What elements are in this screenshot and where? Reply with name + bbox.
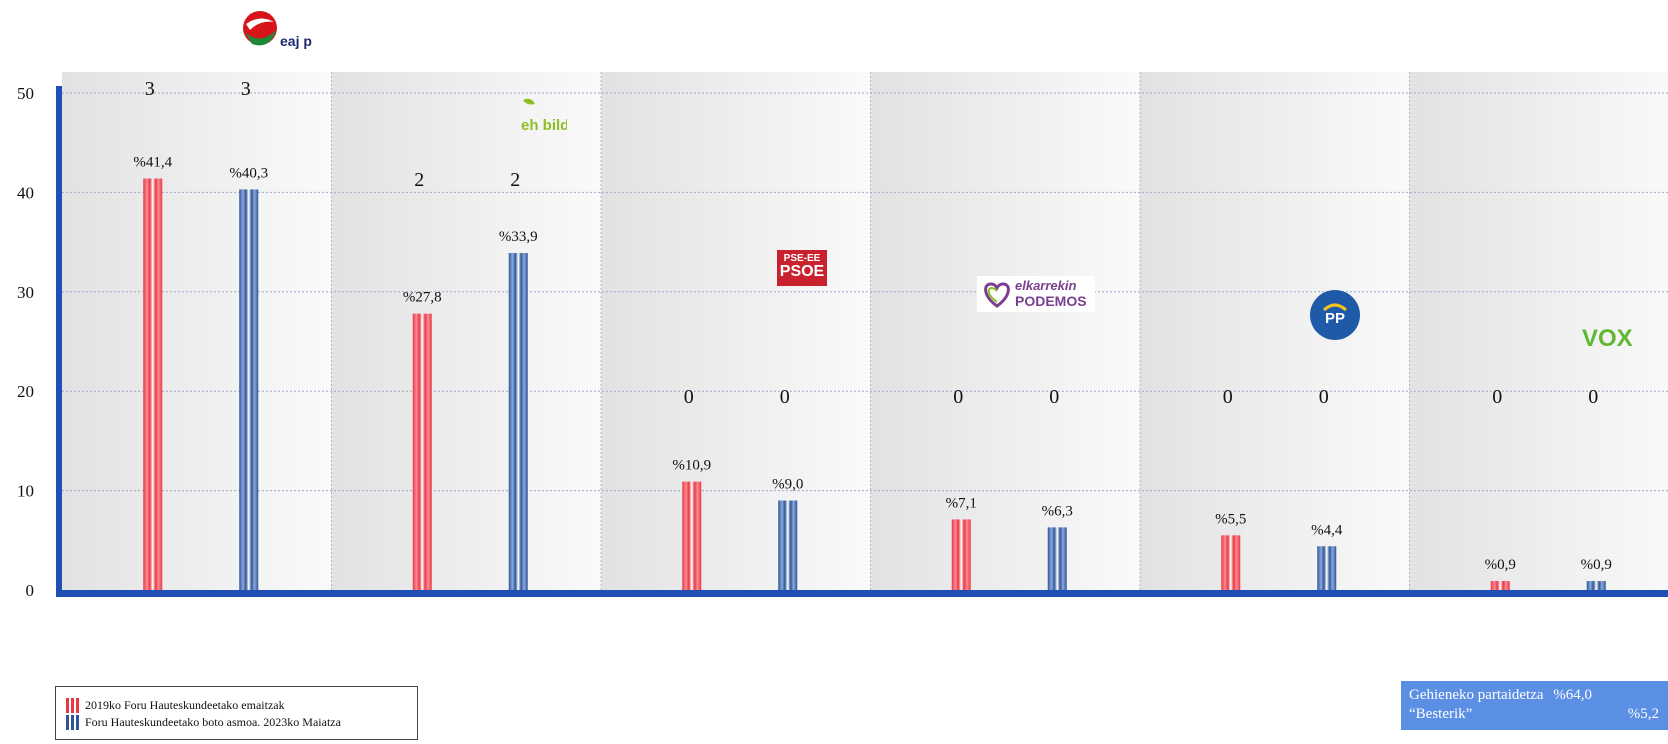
others-value: %5,2 [1627,706,1659,722]
x-axis-line [56,590,1668,597]
bar-label-2019: %27,8 [403,290,442,306]
bar-label-2019: %5,5 [1215,511,1246,527]
bar-label-2019: %0,9 [1485,557,1516,573]
legend-label-2023: Foru Hauteskundeetako boto asmoa. 2023ko… [85,714,341,729]
chart-legend: 2019ko Foru Hauteskundeetako emaitzak Fo… [55,686,418,740]
bar-label-2019: %7,1 [946,495,977,511]
bar-2019 [143,178,163,590]
eh-bildu-logo: eh bildu [521,98,567,134]
y-tick-label: 0 [26,581,35,600]
legend-item-2019: 2019ko Foru Hauteskundeetako emaitzak [66,697,285,713]
heart-icon [984,282,1010,308]
participation-label: Gehieneko partaidetza [1409,687,1544,703]
column-background [601,72,871,590]
elkarrekin-podemos-logo: elkarrekin PODEMOS [977,276,1095,312]
bar-2023 [1586,581,1606,590]
participation-value: %64,0 [1553,687,1593,703]
column-background [1409,72,1668,590]
vox-logo-text: VOX [1582,325,1633,352]
bar-2023 [778,500,798,590]
seat-count-2023: 3 [241,78,251,100]
column-background [1140,72,1410,590]
bar-label-2023: %9,0 [772,477,803,493]
legend-item-2023: Foru Hauteskundeetako boto asmoa. 2023ko… [66,714,341,730]
seat-count-2019: 3 [145,78,155,100]
seat-count-2019: 0 [953,386,963,408]
bar-2023 [1317,546,1337,590]
eaj-pnv-logo: eaj pnv [243,11,312,49]
vox-logo: VOX [1582,325,1633,352]
column-background [62,72,332,590]
seat-count-2023: 0 [780,386,790,408]
column-background [870,72,1140,590]
bar-label-2023: %4,4 [1311,522,1343,538]
bar-2019 [412,313,432,590]
bar-2023 [508,253,528,590]
bar-label-2023: %6,3 [1042,503,1073,519]
y-tick-label: 40 [17,183,34,202]
seat-count-2023: 0 [1319,386,1329,408]
bar-2023 [1047,527,1067,590]
psoe-logo-line2: PSOE [779,263,825,280]
legend-swatch-blue [66,714,79,730]
y-tick-label: 50 [17,84,34,103]
bar-2019 [1221,535,1241,590]
participation-row: Gehieneko partaidetza %64,0 [1409,687,1592,704]
bar-label-2023: %40,3 [229,165,268,181]
pp-logo: PP [1310,290,1360,340]
seat-count-2019: 0 [1492,386,1502,408]
podemos-logo-line2: PODEMOS [1015,293,1087,309]
pp-logo-text: PP [1325,310,1345,327]
seat-count-2023: 0 [1049,386,1059,408]
bar-label-2019: %10,9 [672,458,711,474]
bar-2019 [682,481,702,590]
bildu-logo-text: eh bildu [521,117,567,134]
seat-count-2019: 2 [414,169,424,191]
legend-swatch-red [66,697,79,713]
seat-count-2023: 0 [1588,386,1598,408]
psoe-logo-line1: PSE-EE [783,253,821,264]
podemos-logo-line1: elkarrekin [1015,278,1077,293]
others-label: “Besterik” [1409,706,1473,722]
bar-label-2019: %41,4 [133,154,172,170]
bar-label-2023: %33,9 [499,229,538,245]
bar-chart: 0 10 20 30 40 50 %41,4 3 %40,3 3 %27,8 2 %33,9 2 %10,9… [17,72,1668,600]
bar-2023 [239,189,259,590]
y-tick-label: 10 [17,482,34,501]
bar-2019 [951,519,971,590]
others-row: “Besterik” %5,2 [1409,706,1659,723]
bar-2019 [1490,581,1510,590]
y-tick-label: 30 [17,283,34,302]
column-background [331,72,601,590]
seat-count-2019: 0 [1223,386,1233,408]
y-tick-label: 20 [17,382,34,401]
pse-ee-psoe-logo: PSE-EE PSOE [777,250,827,286]
bar-label-2023: %0,9 [1581,557,1612,573]
y-axis-line [56,86,62,596]
legend-label-2019: 2019ko Foru Hauteskundeetako emaitzak [85,697,285,712]
seat-count-2023: 2 [510,169,520,191]
pnv-logo-text: eaj pnv [280,33,312,49]
seat-count-2019: 0 [684,386,694,408]
participation-info-box: Gehieneko partaidetza %64,0 “Besterik” %… [1401,681,1668,730]
